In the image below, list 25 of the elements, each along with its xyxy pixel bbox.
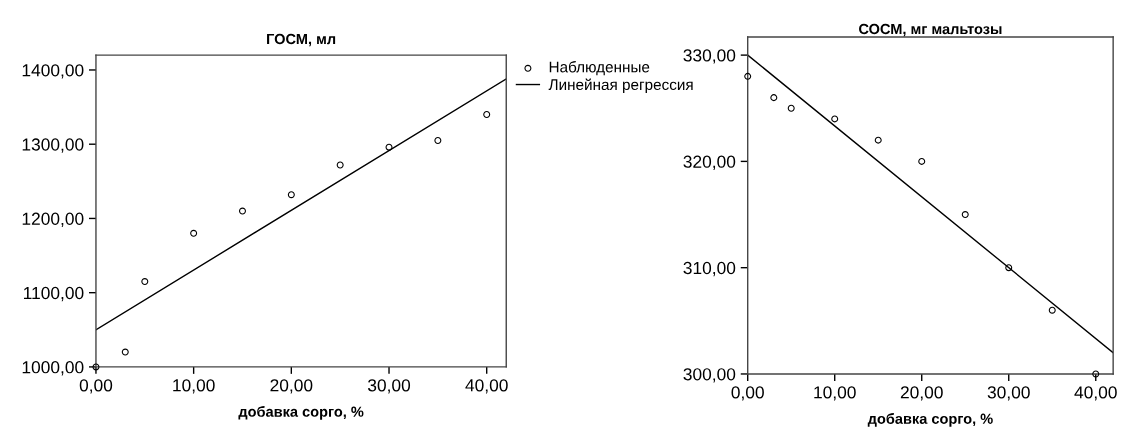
x-axis-title: добавка сорго, %: [867, 413, 993, 427]
x-tick-label: 30,00: [367, 379, 411, 394]
x-tick-label: 40,00: [1074, 386, 1117, 401]
legend-label: Наблюденные: [549, 61, 650, 76]
y-tick-label: 310,00: [683, 261, 736, 277]
x-tick-label: 10,00: [814, 386, 856, 401]
x-tick-label: 40,00: [465, 379, 508, 394]
x-tick-label: 20,00: [270, 379, 313, 394]
y-tick-label: 300,00: [683, 368, 736, 383]
chart-title: СОСМ, мг мальтозы: [859, 23, 1002, 37]
y-tick-label: 1300,00: [22, 138, 84, 153]
x-axis-title: добавка сорго, %: [238, 406, 364, 420]
x-tick-label: 30,00: [987, 386, 1030, 401]
y-tick-label: 320,00: [683, 155, 736, 170]
x-tick-label: 20,00: [900, 386, 943, 401]
y-tick-label: 330,00: [683, 49, 736, 64]
x-tick-label: 0,00: [731, 386, 764, 401]
y-tick-label: 1100,00: [24, 286, 84, 302]
x-tick-label: 0,00: [79, 379, 113, 394]
x-tick-label: 10,00: [173, 379, 215, 394]
y-tick-label: 1400,00: [22, 64, 84, 79]
y-tick-label: 1200,00: [22, 212, 84, 227]
y-tick-label: 1000,00: [22, 361, 84, 376]
chart-title: ГОСМ, мл: [267, 33, 336, 47]
legend-label: Линейная регрессия: [548, 78, 693, 94]
